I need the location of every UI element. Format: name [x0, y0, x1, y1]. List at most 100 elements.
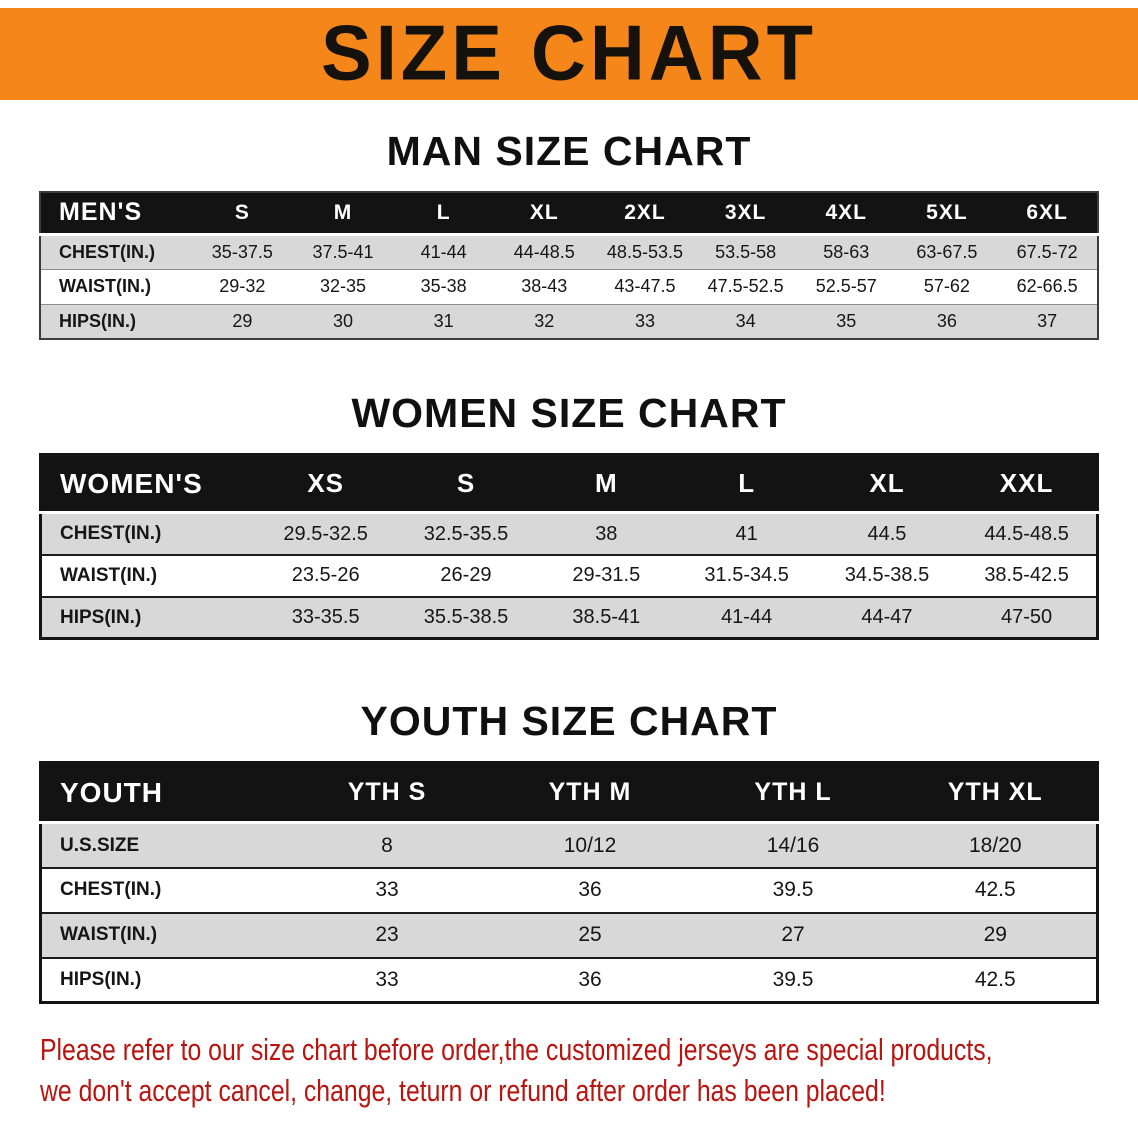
value-cell: 27	[691, 912, 895, 958]
size-column-header: 4XL	[795, 192, 897, 235]
value-cell: 57-62	[923, 276, 970, 297]
value-cell: 23	[285, 912, 489, 958]
measurement-row: WAIST(IN.) 29-32 32-35 35-38 38-43 43-47.5 47.…	[40, 269, 1098, 304]
value-cell: 44.5	[816, 512, 958, 555]
value-cell: 33-35.5	[255, 596, 396, 639]
value-cell: 33	[375, 878, 399, 902]
size-chart-banner: SIZE CHART	[0, 8, 1138, 100]
measurement-row: CHEST(IN.) 33 36 39.5 42.5	[40, 867, 1098, 913]
measurement-row: HIPS(IN.) 33 36 39.5 42.5	[40, 957, 1098, 1003]
value-cell: 32.5-35.5	[395, 512, 537, 555]
size-column-header: YTH S	[285, 762, 489, 823]
value-cell: 18/20	[894, 822, 1098, 868]
value-cell: 43-47.5	[614, 276, 676, 297]
row-label-cell: WAIST(IN.)	[40, 912, 286, 958]
size-column-header: XXL	[957, 454, 1098, 513]
value-cell: 31.5-34.5	[704, 564, 789, 587]
value-cell: 32	[493, 304, 595, 340]
value-cell: 33	[375, 968, 399, 992]
size-column-header: YTH XL	[894, 762, 1098, 823]
measurement-row: HIPS(IN.) 33-35.5 35.5-38.5 38.5-41 41-44 44-…	[40, 596, 1098, 639]
value-cell: 31	[393, 304, 494, 340]
size-header-row: MEN'S S M L XL 2XL 3XL 4XL 5XL 6XL	[40, 192, 1098, 235]
row-label-cell: WAIST(IN.)	[59, 276, 151, 297]
size-column-header: M	[536, 454, 677, 513]
measurement-row: CHEST(IN.) 29.5-32.5 32.5-35.5 38 41 44.5 44.5…	[40, 512, 1098, 555]
value-cell: 35.5-38.5	[395, 596, 537, 639]
value-cell: 58-63	[795, 234, 897, 270]
size-column-header: YTH L	[691, 762, 895, 823]
size-header-row: YOUTH YTH S YTH M YTH L YTH XL	[40, 762, 1098, 823]
value-cell: 37.5-41	[292, 234, 394, 270]
size-column-header: XL	[816, 454, 958, 513]
size-column-header: XL	[493, 192, 595, 235]
women-chart-heading: WOMEN SIZE CHART	[351, 390, 787, 437]
value-cell: 42.5	[974, 968, 1016, 992]
size-column-header: L	[393, 192, 494, 235]
men-chart-heading: MAN SIZE CHART	[386, 128, 752, 174]
table-title-cell: WOMEN'S	[40, 454, 256, 513]
value-cell: 29-31.5	[572, 564, 641, 587]
men-section: MAN SIZE CHART MEN'S S M L XL 2XL 3XL 4XL 5XL 6XL…	[0, 128, 1138, 341]
value-cell: 41-44	[676, 596, 817, 639]
row-label-cell: HIPS(IN.)	[60, 969, 142, 991]
value-cell: 38.5-41	[536, 596, 677, 639]
value-cell: 44-48.5	[493, 234, 595, 270]
size-chart-title: SIZE CHART	[321, 10, 817, 97]
disclaimer: Please refer to our size chart before or…	[40, 1030, 1138, 1111]
measurement-row: WAIST(IN.) 23 25 27 29	[40, 912, 1098, 958]
size-column-header: S	[395, 454, 537, 513]
size-column-header: 6XL	[997, 192, 1098, 235]
measurement-row: HIPS(IN.) 29 30 31 32 33 34 35 36 37	[40, 304, 1098, 340]
value-cell: 52.5-57	[815, 276, 877, 297]
value-cell: 34.5-38.5	[844, 564, 930, 587]
youth-size-table: YOUTH YTH S YTH M YTH L YTH XL U.S.SIZE 8 10/12…	[39, 761, 1099, 1005]
value-cell: 29.5-32.5	[255, 512, 396, 555]
size-column-header: L	[676, 454, 817, 513]
value-cell: 25	[488, 912, 692, 958]
size-column-header: XS	[255, 454, 396, 513]
size-column-header: 5XL	[896, 192, 998, 235]
men-size-table: MEN'S S M L XL 2XL 3XL 4XL 5XL 6XL CHEST(IN.) 35-37…	[39, 191, 1099, 341]
row-label-cell: WAIST(IN.)	[60, 564, 158, 586]
value-cell: 38	[536, 512, 677, 555]
value-cell: 26-29	[440, 564, 492, 587]
value-cell: 8	[285, 822, 489, 868]
youth-section: YOUTH SIZE CHART YOUTH YTH S YTH M YTH L YTH…	[0, 698, 1138, 1005]
value-cell: 29	[192, 304, 293, 340]
size-header-row: WOMEN'S XS S M L XL XXL	[40, 454, 1098, 513]
value-cell: 39.5	[772, 968, 814, 992]
value-cell: 30	[292, 304, 394, 340]
value-cell: 42.5	[974, 878, 1016, 902]
measurement-row: WAIST(IN.) 23.5-26 26-29 29-31.5 31.5-34.5 34…	[40, 554, 1098, 597]
value-cell: 62-66.5	[1016, 276, 1078, 297]
size-column-header: 3XL	[695, 192, 796, 235]
row-label-cell: CHEST(IN.)	[40, 234, 192, 270]
value-cell: 35-37.5	[192, 234, 293, 270]
value-cell: 14/16	[691, 822, 895, 868]
row-label-cell: HIPS(IN.)	[40, 596, 256, 639]
value-cell: 67.5-72	[997, 234, 1098, 270]
value-cell: 38.5-42.5	[984, 564, 1069, 587]
row-label-cell: CHEST(IN.)	[40, 512, 256, 555]
value-cell: 36	[896, 304, 998, 340]
value-cell: 23.5-26	[291, 564, 360, 587]
value-cell: 35	[795, 304, 897, 340]
value-cell: 33	[594, 304, 696, 340]
value-cell: 35-38	[420, 276, 467, 297]
row-label-cell: HIPS(IN.)	[40, 304, 192, 340]
size-column-header: YTH M	[488, 762, 692, 823]
value-cell: 41-44	[393, 234, 494, 270]
value-cell: 47-50	[957, 596, 1098, 639]
disclaimer-line-1: Please refer to our size chart before or…	[40, 1032, 993, 1068]
disclaimer-line-2: we don't accept cancel, change, teturn o…	[40, 1072, 886, 1108]
value-cell: 32-35	[319, 276, 366, 297]
women-section: WOMEN SIZE CHART WOMEN'S XS S M L XL XXL CHEST(…	[0, 390, 1138, 641]
value-cell: 36	[578, 878, 602, 902]
value-cell: 44.5-48.5	[957, 512, 1098, 555]
value-cell: 38-43	[521, 276, 568, 297]
value-cell: 48.5-53.5	[594, 234, 696, 270]
size-column-header: 2XL	[594, 192, 696, 235]
women-size-table: WOMEN'S XS S M L XL XXL CHEST(IN.) 29.5-32.5 32.5…	[39, 453, 1099, 641]
value-cell: 44-47	[816, 596, 958, 639]
